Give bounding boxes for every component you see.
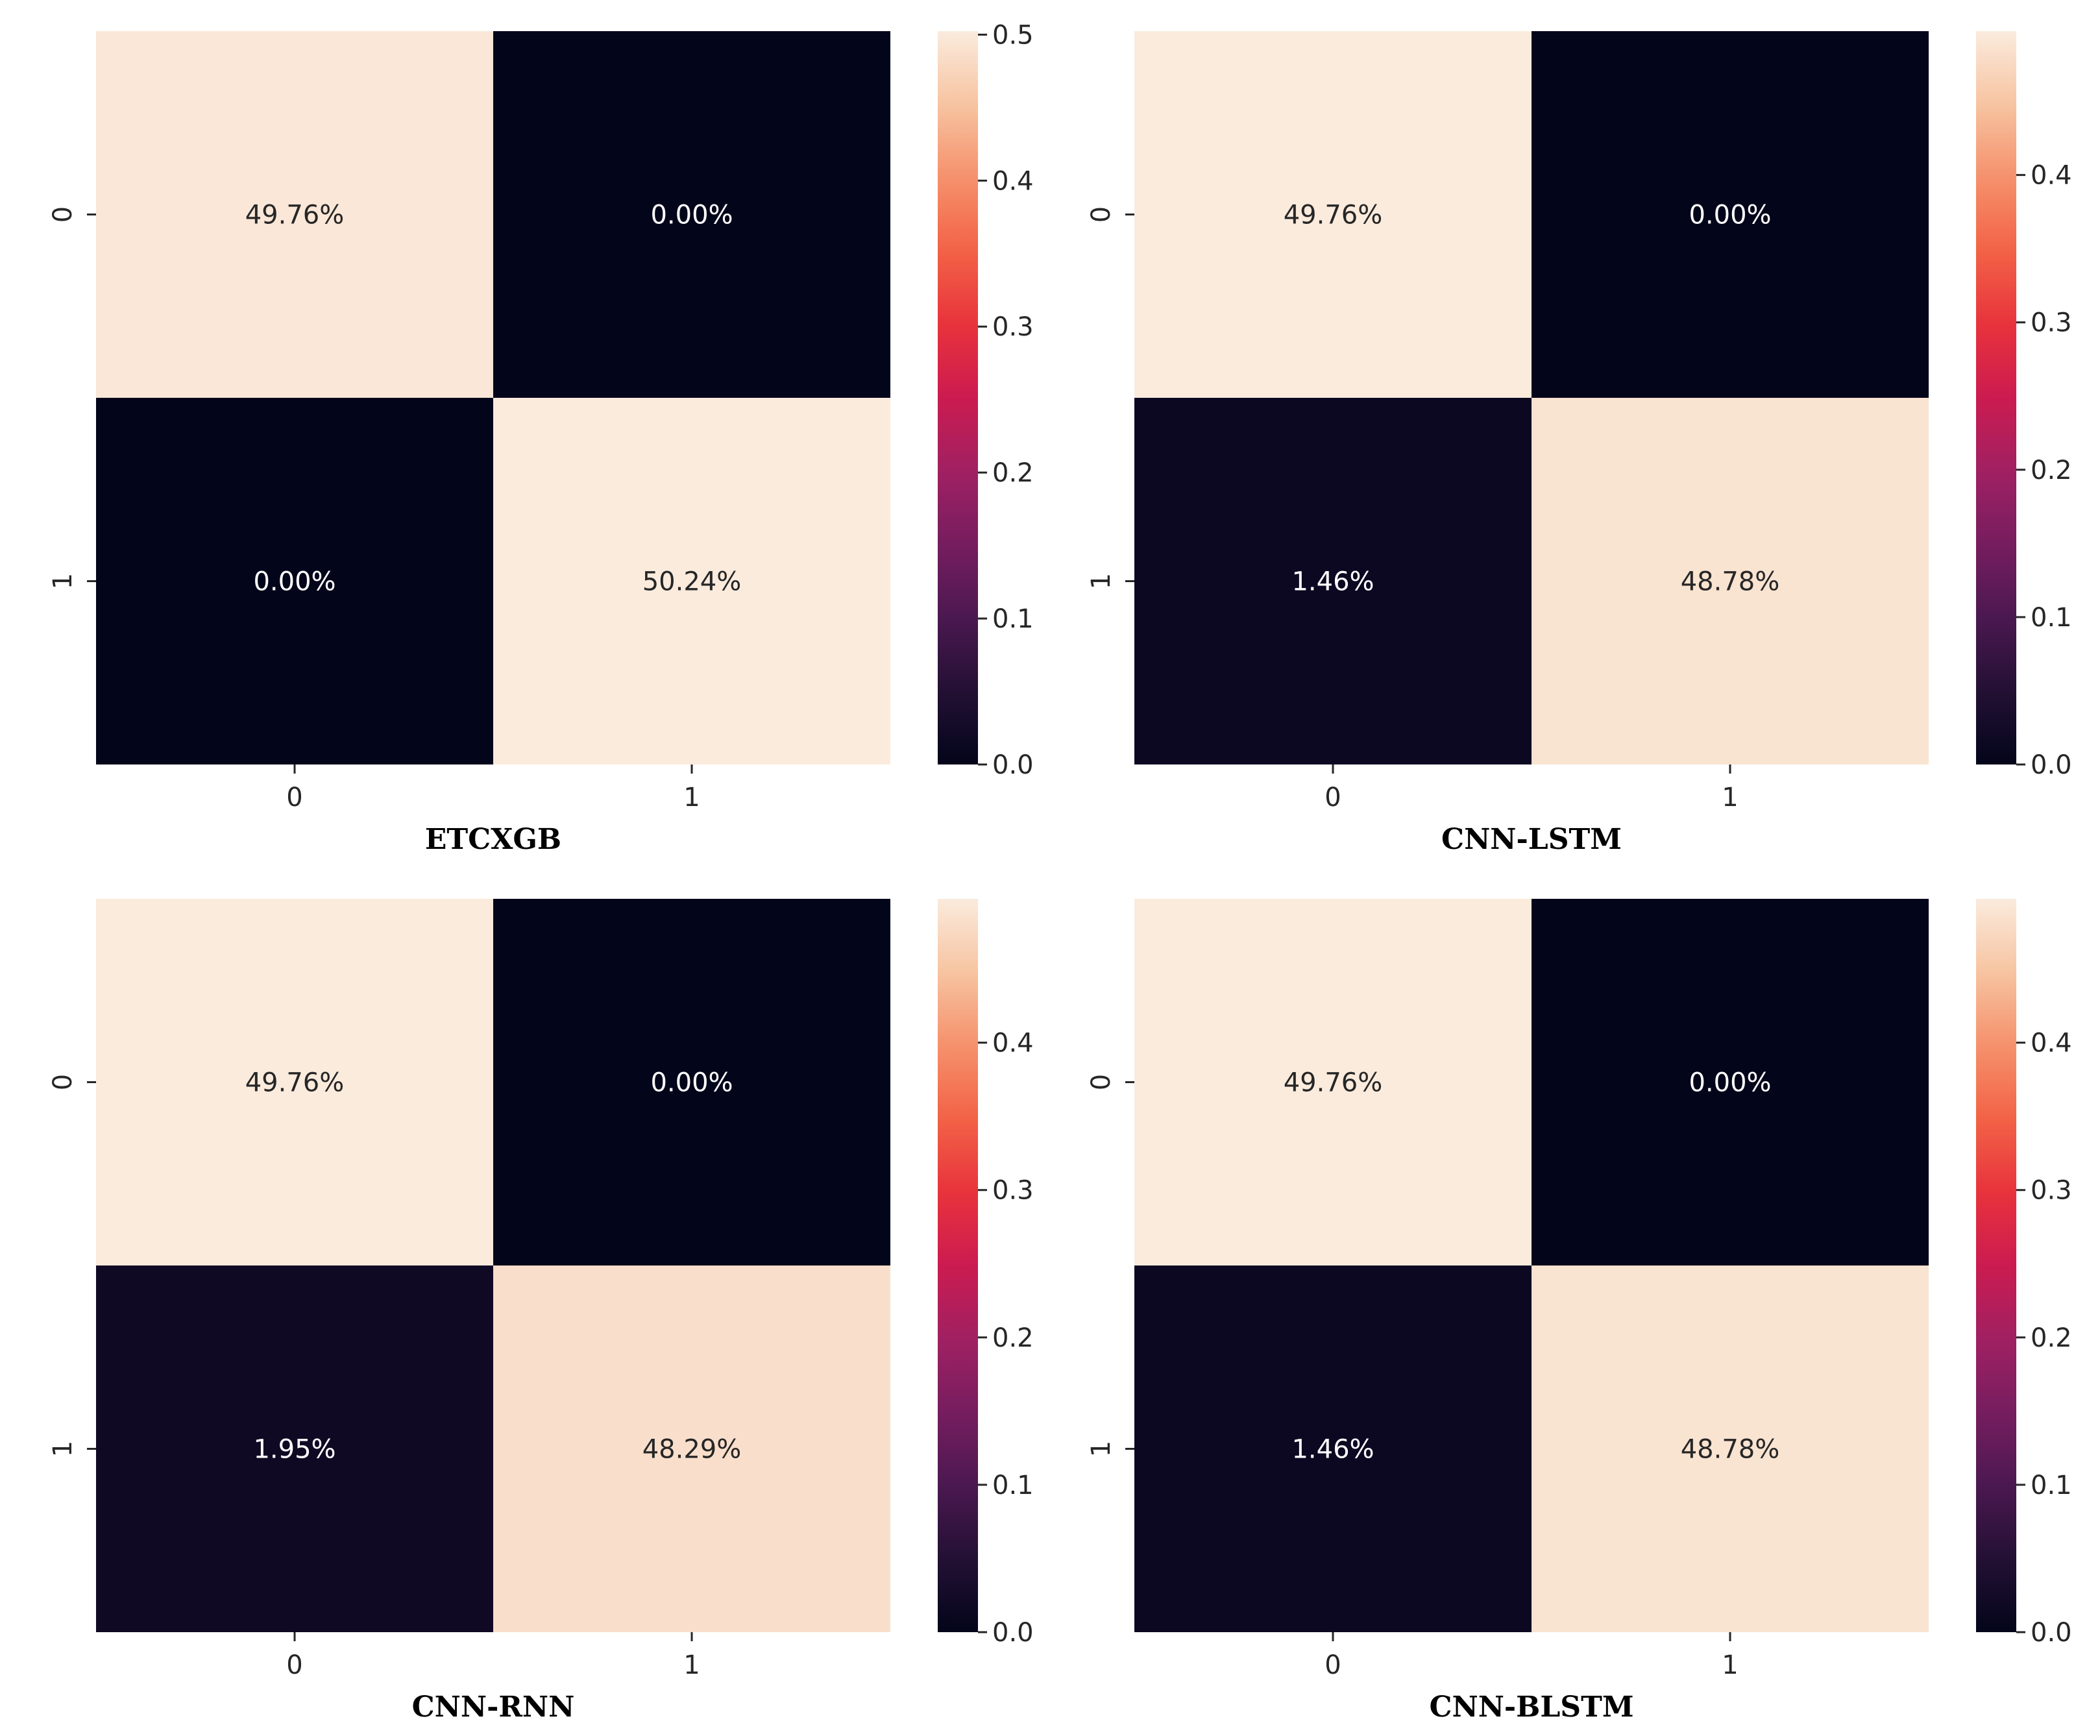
chart-title: CNN-LSTM: [1441, 823, 1622, 856]
heatmap-panel-cnn-rnn: 49.76% 0.00% 1.95% 48.29% 0 1 0 1 0.0 0.1 0.2 0.3 0.…: [0, 868, 1038, 1735]
colorbar-tick-label: 0.5: [992, 20, 1034, 50]
chart-title: CNN-RNN: [412, 1691, 575, 1724]
y-tick-label: 0: [1086, 1074, 1116, 1090]
heatmap-cell: [1134, 398, 1532, 764]
colorbar-tick-label: 0.4: [2031, 1029, 2072, 1058]
heatmap-svg: 49.76% 0.00% 1.46% 48.78% 0 1 0 1 0.0 0.1 0.2 0.3 0.…: [1086, 899, 2072, 1724]
cell-value-label: 49.76%: [245, 1068, 345, 1098]
heatmap-cell: [96, 31, 493, 398]
cell-value-label: 0.00%: [650, 1068, 733, 1098]
colorbar: [1976, 31, 2016, 764]
cell-value-label: 48.29%: [642, 1435, 742, 1465]
colorbar-tick-label: 0.2: [2031, 456, 2072, 485]
colorbar-tick-label: 0.2: [2031, 1323, 2072, 1353]
heatmap-cell: [1532, 1265, 1929, 1632]
colorbar-tick-label: 0.4: [992, 166, 1034, 196]
heatmap-cell: [96, 1265, 493, 1632]
heatmap-cell: [1532, 899, 1929, 1265]
colorbar: [938, 31, 978, 764]
y-tick-label: 1: [48, 1441, 78, 1457]
heatmap-cell: [1134, 899, 1532, 1265]
colorbar-tick-label: 0.4: [992, 1029, 1034, 1058]
cell-value-label: 0.00%: [1689, 1068, 1771, 1098]
heatmap-svg: 49.76% 0.00% 1.46% 48.78% 0 1 0 1 0.0 0.1 0.2 0.3 0.…: [1086, 31, 2072, 856]
cell-value-label: 1.46%: [1291, 567, 1374, 597]
cell-value-label: 48.78%: [1681, 1435, 1780, 1465]
chart-title: CNN-BLSTM: [1429, 1691, 1633, 1724]
heatmap-cell: [1134, 1265, 1532, 1632]
colorbar-tick-label: 0.3: [992, 1176, 1034, 1206]
colorbar-tick-label: 0.0: [992, 750, 1034, 780]
cell-value-label: 49.76%: [1284, 1068, 1383, 1098]
heatmap-cell: [493, 398, 890, 764]
cell-value-label: 1.46%: [1291, 1435, 1374, 1465]
cell-value-label: 50.24%: [642, 567, 742, 597]
cell-value-label: 0.00%: [253, 567, 336, 597]
colorbar-tick-label: 0.0: [2031, 1618, 2072, 1648]
heatmap-cell: [1532, 398, 1929, 764]
x-tick-label: 0: [1325, 1650, 1341, 1680]
heatmap-panel-etcxgb: 49.76% 0.00% 0.00% 50.24% 0 1 0 1 0.0 0.1 0.2 0.3 0.…: [0, 0, 1038, 868]
colorbar-tick-label: 0.3: [992, 312, 1034, 342]
x-tick-label: 1: [1722, 783, 1738, 813]
y-tick-label: 0: [48, 1074, 78, 1090]
x-tick-label: 1: [1722, 1650, 1738, 1680]
cell-value-label: 1.95%: [253, 1435, 336, 1465]
y-tick-label: 1: [1086, 573, 1116, 589]
heatmap-svg: 49.76% 0.00% 0.00% 50.24% 0 1 0 1 0.0 0.1 0.2 0.3 0.…: [48, 20, 1034, 856]
colorbar-tick-label: 0.0: [2031, 750, 2072, 780]
colorbar: [938, 899, 978, 1632]
x-tick-label: 0: [286, 1650, 302, 1680]
x-tick-label: 0: [286, 783, 302, 813]
colorbar-tick-label: 0.2: [992, 1323, 1034, 1353]
heatmap-cell: [1532, 31, 1929, 398]
colorbar-tick-label: 0.3: [2031, 308, 2072, 338]
chart-title: ETCXGB: [425, 823, 561, 856]
cell-value-label: 48.78%: [1681, 567, 1780, 597]
heatmap-cell: [96, 398, 493, 764]
colorbar-tick-label: 0.4: [2031, 161, 2072, 191]
colorbar-tick-label: 0.1: [992, 604, 1034, 634]
y-tick-label: 1: [1086, 1441, 1116, 1457]
x-tick-label: 1: [683, 1650, 700, 1680]
heatmap-cell: [96, 899, 493, 1265]
cell-value-label: 0.00%: [650, 201, 733, 230]
cell-value-label: 49.76%: [1284, 201, 1383, 230]
cell-value-label: 49.76%: [245, 201, 345, 230]
colorbar-tick-label: 0.2: [992, 458, 1034, 488]
colorbar: [1976, 899, 2016, 1632]
y-tick-label: 1: [48, 573, 78, 589]
y-tick-label: 0: [48, 206, 78, 223]
heatmap-panel-cnn-lstm: 49.76% 0.00% 1.46% 48.78% 0 1 0 1 0.0 0.1 0.2 0.3 0.…: [1038, 0, 2077, 868]
y-tick-label: 0: [1086, 206, 1116, 223]
heatmap-cell: [1134, 31, 1532, 398]
x-tick-label: 1: [683, 783, 700, 813]
heatmap-cell: [493, 1265, 890, 1632]
colorbar-tick-label: 0.3: [2031, 1176, 2072, 1206]
colorbar-tick-label: 0.1: [2031, 603, 2072, 633]
cell-value-label: 0.00%: [1689, 201, 1771, 230]
colorbar-tick-label: 0.1: [2031, 1471, 2072, 1500]
heatmap-cell: [493, 31, 890, 398]
heatmap-cell: [493, 899, 890, 1265]
heatmap-svg: 49.76% 0.00% 1.95% 48.29% 0 1 0 1 0.0 0.1 0.2 0.3 0.…: [48, 899, 1034, 1724]
colorbar-tick-label: 0.1: [992, 1471, 1034, 1500]
heatmap-panel-cnn-blstm: 49.76% 0.00% 1.46% 48.78% 0 1 0 1 0.0 0.1 0.2 0.3 0.…: [1038, 868, 2077, 1735]
colorbar-tick-label: 0.0: [992, 1618, 1034, 1648]
x-tick-label: 0: [1325, 783, 1341, 813]
